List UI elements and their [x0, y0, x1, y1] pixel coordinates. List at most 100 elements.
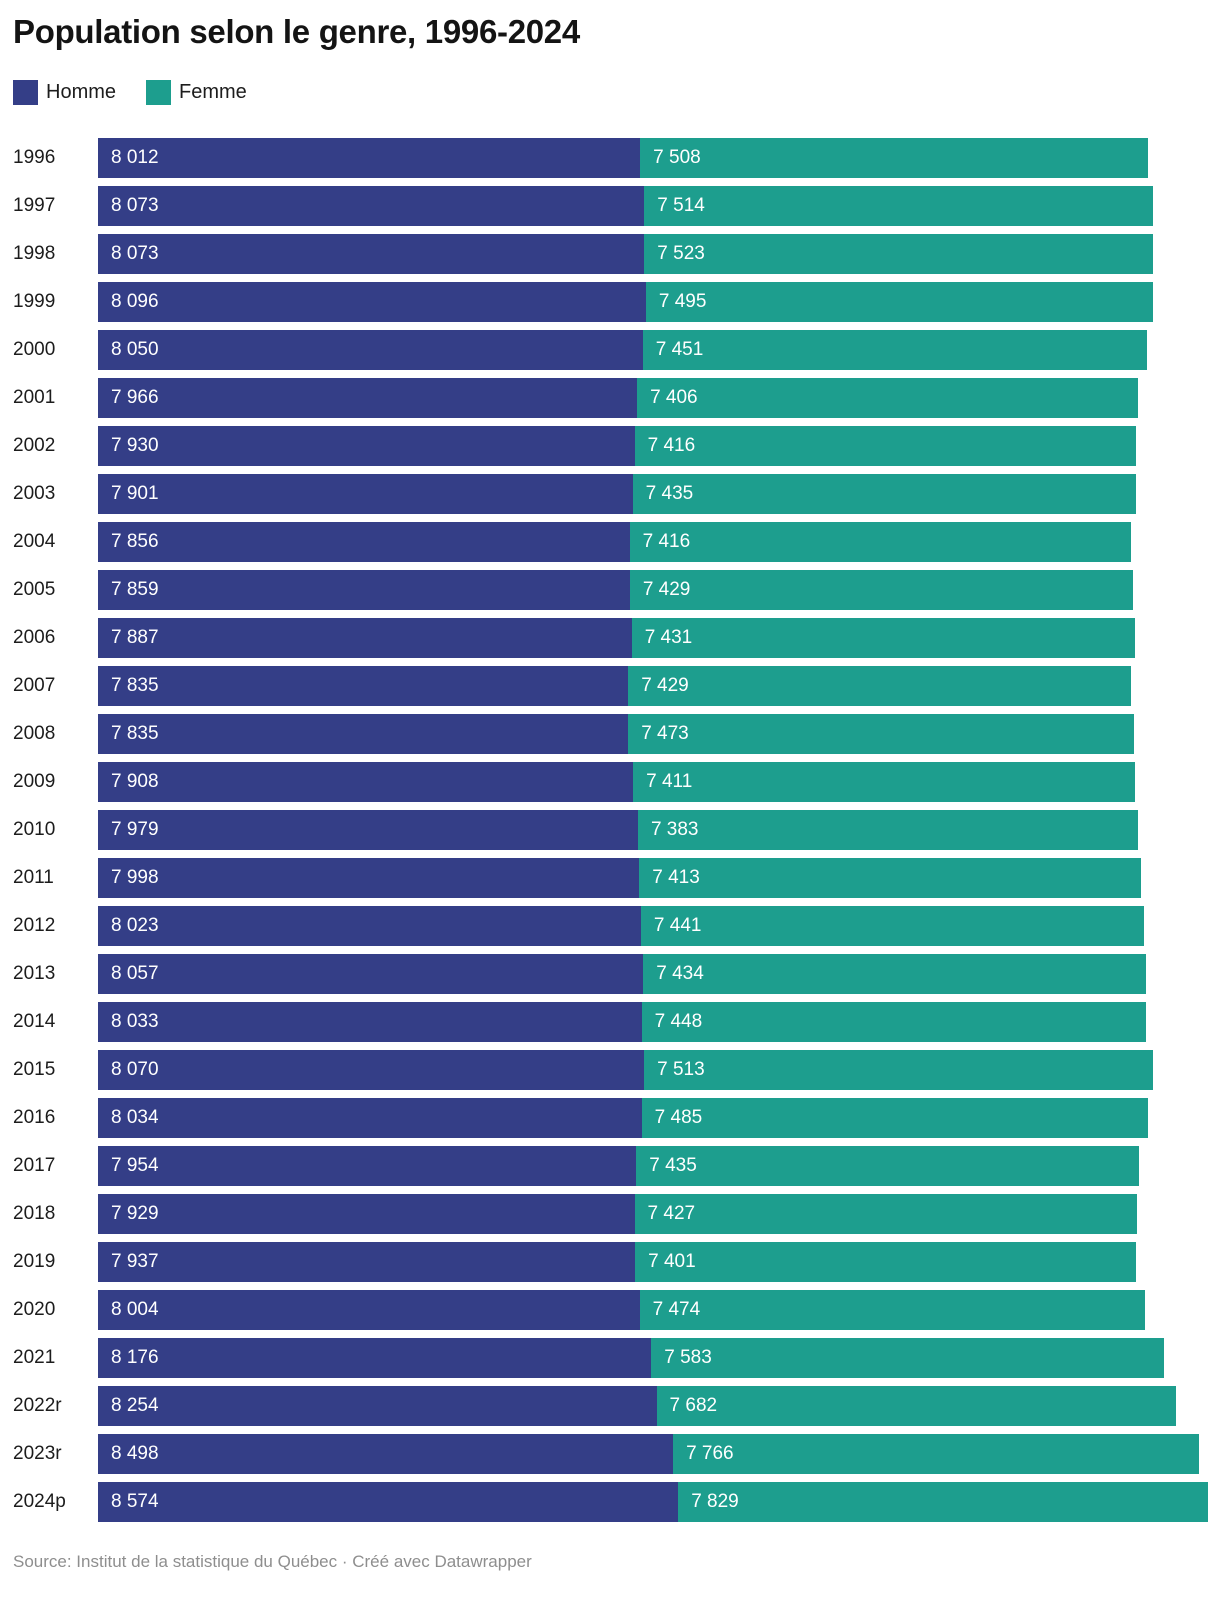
bar-segment-homme: 7 954: [98, 1146, 637, 1186]
bar-value-label: 8 050: [111, 339, 159, 360]
bar-value-label: 7 508: [653, 147, 701, 168]
bar-value-label: 7 766: [686, 1443, 734, 1464]
source-attribution: Source: Institut de la statistique du Qu…: [13, 1552, 532, 1571]
bar-value-label: 8 034: [111, 1107, 159, 1128]
bar-value-label: 7 411: [646, 771, 693, 792]
chart-rows: 1996 8 012 7 508 1997 8 073 7 514 1998 8 073 7 5…: [13, 134, 1208, 1526]
bar-track: 7 930 7 416: [98, 426, 1208, 466]
bar-segment-femme: 7 441: [640, 906, 1145, 946]
bar-track: 7 998 7 413: [98, 858, 1208, 898]
bar-segment-femme: 7 431: [631, 618, 1135, 658]
bar-value-label: 7 435: [645, 483, 694, 504]
bar-value-label: 7 514: [657, 195, 705, 216]
bar-segment-femme: 7 495: [645, 282, 1154, 322]
bar-segment-homme: 8 498: [98, 1434, 674, 1474]
bar-segment-homme: 7 859: [98, 570, 630, 610]
chart-row: 2002 7 930 7 416: [13, 422, 1208, 470]
bar-track: 8 012 7 508: [98, 138, 1208, 178]
bar-segment-femme: 7 682: [656, 1386, 1177, 1426]
bar-segment-femme: 7 401: [635, 1242, 1136, 1282]
year-label: 2013: [13, 963, 56, 984]
bar-track: 8 498 7 766: [98, 1434, 1208, 1474]
chart-row: 2018 7 929 7 427: [13, 1190, 1208, 1238]
bar-value-label: 7 416: [647, 435, 696, 456]
bar-track: 8 096 7 495: [98, 282, 1208, 322]
year-label: 2007: [13, 675, 56, 696]
bar-value-label: 8 254: [111, 1395, 159, 1416]
bar-value-label: 7 383: [650, 819, 699, 840]
bar-track: 8 050 7 451: [98, 330, 1208, 370]
bar-segment-femme: 7 508: [640, 138, 1149, 178]
bar-segment-homme: 7 856: [98, 522, 630, 562]
bar-segment-homme: 7 835: [98, 714, 629, 754]
bar-segment-femme: 7 514: [644, 186, 1153, 226]
chart-row: 2012 8 023 7 441: [13, 902, 1208, 950]
bar-track: 7 966 7 406: [98, 378, 1208, 418]
bar-segment-femme: 7 435: [632, 474, 1136, 514]
year-label: 2002: [13, 435, 56, 456]
bar-value-label: 8 057: [111, 963, 159, 984]
bar-segment-femme: 7 406: [637, 378, 1139, 418]
bar-value-label: 7 431: [644, 627, 693, 648]
bar-value-label: 7 406: [650, 387, 698, 408]
bar-segment-femme: 7 448: [641, 1002, 1146, 1042]
year-label: 2011: [13, 867, 54, 888]
bar-track: 8 176 7 583: [98, 1338, 1208, 1378]
bar-value-label: 7 401: [648, 1251, 696, 1272]
chart-row: 2009 7 908 7 411: [13, 758, 1208, 806]
bar-value-label: 7 513: [657, 1059, 705, 1080]
legend-label-femme: Femme: [179, 81, 247, 103]
chart-row: 2024p 8 574 7 829: [13, 1478, 1208, 1526]
bar-value-label: 7 835: [111, 723, 159, 744]
bar-segment-homme: 7 835: [98, 666, 629, 706]
bar-segment-femme: 7 434: [643, 954, 1147, 994]
bar-value-label: 7 930: [111, 435, 159, 456]
bar-value-label: 8 096: [111, 291, 159, 312]
legend-label-homme: Homme: [46, 81, 117, 103]
bar-track: 7 929 7 427: [98, 1194, 1208, 1234]
bar-segment-homme: 8 012: [98, 138, 641, 178]
chart-row: 2004 7 856 7 416: [13, 518, 1208, 566]
chart-row: 1999 8 096 7 495: [13, 278, 1208, 326]
bar-value-label: 7 495: [658, 291, 707, 312]
bar-segment-femme: 7 451: [642, 330, 1147, 370]
bar-segment-homme: 8 033: [98, 1002, 642, 1042]
chart-row: 2003 7 901 7 435: [13, 470, 1208, 518]
chart-row: 2014 8 033 7 448: [13, 998, 1208, 1046]
year-label: 2017: [13, 1155, 56, 1176]
chart-row: 2010 7 979 7 383: [13, 806, 1208, 854]
bar-segment-homme: 8 004: [98, 1290, 640, 1330]
bar-value-label: 8 176: [111, 1347, 159, 1368]
year-label: 2006: [13, 627, 56, 648]
year-label: 2005: [13, 579, 56, 600]
bar-segment-femme: 7 829: [678, 1482, 1208, 1522]
bar-segment-homme: 8 023: [98, 906, 641, 946]
bar-value-label: 8 073: [111, 243, 159, 264]
bar-segment-femme: 7 485: [641, 1098, 1149, 1138]
chart-row: 2005 7 859 7 429: [13, 566, 1208, 614]
bar-value-label: 7 856: [111, 531, 159, 552]
bar-track: 7 835 7 473: [98, 714, 1208, 754]
year-label: 2016: [13, 1107, 56, 1128]
bar-segment-femme: 7 413: [639, 858, 1141, 898]
year-label: 2009: [13, 771, 56, 792]
bar-value-label: 7 441: [653, 915, 702, 936]
bar-segment-femme: 7 473: [628, 714, 1134, 754]
chart-row: 1998 8 073 7 523: [13, 230, 1208, 278]
bar-value-label: 8 574: [111, 1491, 159, 1512]
bar-segment-femme: 7 416: [634, 426, 1137, 466]
chart-row: 2001 7 966 7 406: [13, 374, 1208, 422]
bar-value-label: 7 427: [647, 1203, 696, 1224]
bar-segment-homme: 7 908: [98, 762, 634, 802]
bar-segment-femme: 7 427: [634, 1194, 1138, 1234]
year-label: 1997: [13, 195, 56, 216]
bar-track: 8 574 7 829: [98, 1482, 1208, 1522]
year-label: 2018: [13, 1203, 56, 1224]
bar-value-label: 7 416: [642, 531, 691, 552]
chart-row: 2017 7 954 7 435: [13, 1142, 1208, 1190]
legend-swatch-femme: [146, 80, 172, 105]
bar-value-label: 7 979: [111, 819, 159, 840]
chart-row: 1996 8 012 7 508: [13, 134, 1208, 182]
bar-segment-homme: 7 930: [98, 426, 635, 466]
